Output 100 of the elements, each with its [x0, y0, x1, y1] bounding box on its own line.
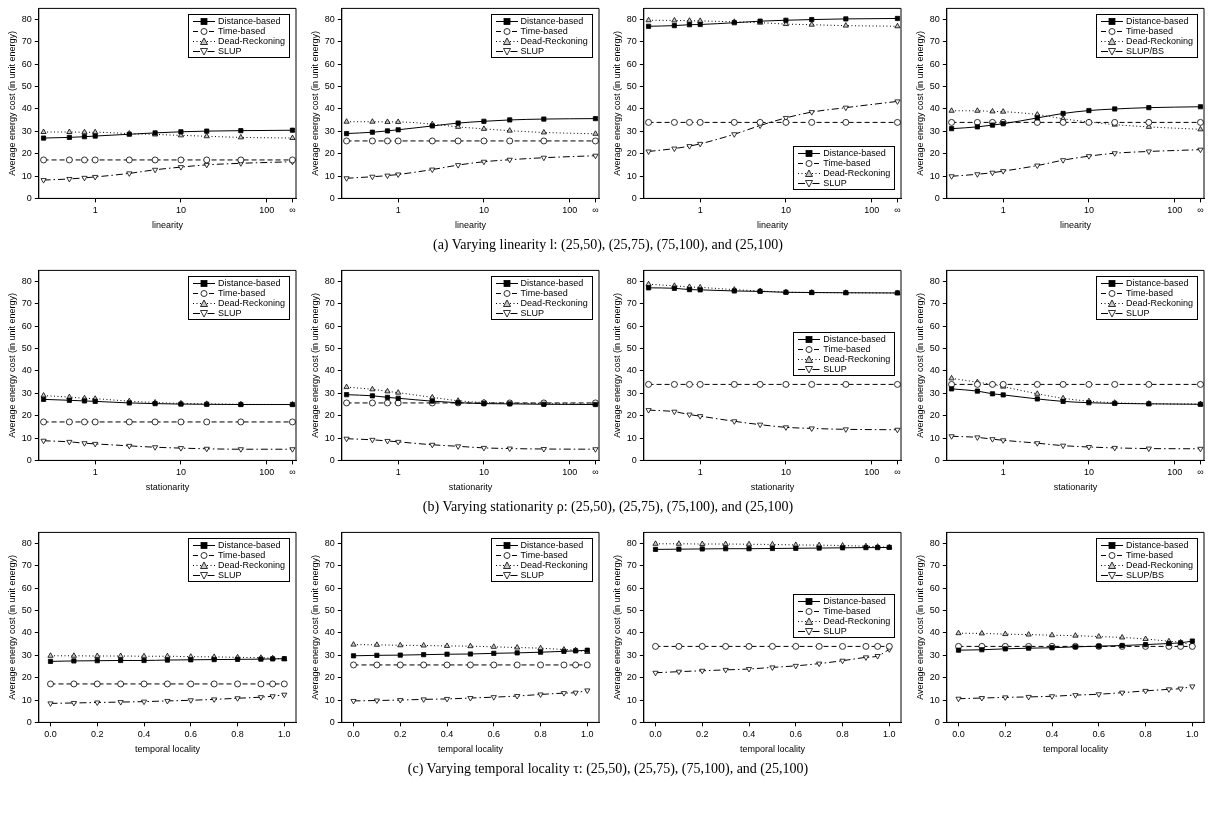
y-tick-label: 50	[627, 81, 638, 92]
x-tick-label: ∞	[894, 205, 901, 216]
y-tick-label: 30	[627, 649, 638, 660]
y-axis-title: Average energy cost (in unit energy)	[309, 30, 320, 176]
y-tick-label: 70	[929, 36, 940, 47]
x-axis-title: stationarity	[145, 482, 190, 493]
y-tick-label: 30	[627, 125, 638, 136]
y-tick-label: 60	[21, 582, 32, 593]
y-axis-title: Average energy cost (in unit energy)	[612, 30, 623, 176]
x-tick-label: 0.8	[231, 729, 244, 740]
y-tick-label: 30	[21, 125, 32, 136]
y-tick-label: 10	[627, 694, 638, 705]
y-tick-label: 60	[324, 58, 335, 69]
y-tick-label: 20	[21, 410, 32, 421]
x-axis-title: temporal locality	[1042, 744, 1109, 755]
x-tick-label: ∞	[289, 205, 296, 216]
x-tick-label: 0.4	[440, 729, 453, 740]
x-tick-label: 100	[561, 205, 577, 216]
text: (b) Varying stationarity ρ: (25,50), (25,75), (75,100), and (25,100)	[421, 498, 795, 516]
legend-label: Dead-Reckoning	[217, 36, 285, 47]
y-tick-label: 20	[324, 148, 335, 159]
y-tick-label: 50	[324, 81, 335, 92]
x-tick-label: ∞	[289, 467, 296, 478]
y-tick-label: 0	[26, 192, 32, 203]
y-tick-label: 10	[324, 432, 335, 443]
x-tick-label: 100	[864, 467, 880, 478]
y-tick-label: 70	[21, 560, 32, 571]
y-tick-label: 10	[324, 694, 335, 705]
y-tick-label: 70	[324, 298, 335, 309]
y-tick-label: 40	[929, 627, 940, 638]
y-tick-label: 20	[627, 410, 638, 421]
y-tick-label: 70	[627, 298, 638, 309]
x-tick-label: 1	[92, 205, 98, 216]
x-tick-label: ∞	[1197, 467, 1204, 478]
y-tick-label: 0	[26, 454, 32, 465]
y-axis-title: Average energy cost (in unit energy)	[309, 554, 320, 700]
y-tick-label: 60	[627, 58, 638, 69]
x-tick-label: 0.2	[91, 729, 104, 740]
legend-label: SLUP	[823, 364, 847, 374]
y-tick-label: 0	[329, 716, 335, 727]
x-tick-label: 10	[781, 467, 792, 478]
x-tick-label: 0.4	[1045, 729, 1059, 740]
y-tick-label: 10	[929, 170, 940, 181]
legend-label: Distance-based	[520, 540, 584, 551]
y-tick-label: 10	[324, 170, 335, 181]
x-tick-label: ∞	[591, 205, 599, 216]
legend-label: SLUP	[1125, 308, 1150, 319]
legend-label: Time-based	[217, 288, 266, 299]
x-tick-label: 0.6	[184, 729, 198, 740]
legend-label: Distance-based	[823, 148, 886, 159]
legend-label: Dead-Reckoning	[520, 560, 588, 571]
y-tick-label: 60	[929, 582, 940, 593]
text: (a) Varying linearity l: (25,50), (25,75), (75,100), and (25,100)	[431, 236, 785, 254]
y-tick-label: 40	[21, 103, 32, 114]
legend-label: Distance-based	[217, 16, 281, 27]
y-tick-label: 10	[929, 432, 940, 443]
y-tick-label: 40	[929, 365, 940, 376]
y-tick-label: 30	[324, 387, 335, 398]
legend-label: Distance-based	[217, 278, 281, 289]
y-tick-label: 80	[324, 538, 335, 549]
y-tick-label: 60	[21, 58, 32, 69]
legend-label: SLUP	[520, 570, 545, 581]
x-tick-label: 1	[92, 467, 98, 478]
x-tick-label: 100	[864, 205, 880, 216]
y-tick-label: 50	[627, 343, 638, 354]
x-tick-label: 100	[259, 205, 275, 216]
legend-label: Time-based	[823, 158, 871, 169]
y-tick-label: 20	[21, 672, 32, 683]
y-tick-label: 0	[934, 716, 940, 727]
y-tick-label: 50	[929, 605, 940, 616]
legend-label: SLUP/BS	[1125, 46, 1164, 57]
x-tick-label: 10	[175, 467, 186, 478]
y-tick-label: 30	[929, 387, 940, 398]
legend-label: SLUP	[520, 308, 545, 319]
x-tick-label: 0.8	[533, 729, 547, 740]
y-axis-title: Average energy cost (in unit energy)	[612, 554, 623, 700]
x-tick-label: 0.0	[649, 729, 663, 740]
legend-label: Dead-Reckoning	[1125, 560, 1193, 571]
x-tick-label: 1	[395, 205, 401, 216]
x-tick-label: 1	[697, 467, 704, 478]
y-tick-label: 50	[21, 343, 32, 354]
y-tick-label: 30	[627, 387, 638, 398]
legend-label: Dead-Reckoning	[520, 36, 588, 47]
legend-label: SLUP/BS	[1125, 570, 1164, 581]
y-tick-label: 30	[929, 125, 940, 136]
y-tick-label: 70	[627, 36, 638, 47]
legend-label: Time-based	[823, 344, 871, 354]
x-tick-label: 1	[1000, 467, 1006, 478]
x-tick-label: 0.0	[952, 729, 965, 740]
y-tick-label: 20	[929, 410, 940, 421]
legend-label: SLUP	[520, 46, 545, 57]
legend-label: Dead-Reckoning	[823, 168, 891, 179]
x-axis-title: stationarity	[1053, 482, 1098, 493]
legend-label: Dead-Reckoning	[1125, 298, 1193, 309]
y-axis-title: Average energy cost (in unit energy)	[914, 292, 925, 438]
y-tick-label: 50	[324, 605, 335, 616]
y-tick-label: 40	[627, 365, 638, 376]
legend-label: Dead-Reckoning	[823, 616, 891, 626]
y-tick-label: 60	[627, 320, 638, 331]
y-tick-label: 70	[21, 36, 32, 47]
